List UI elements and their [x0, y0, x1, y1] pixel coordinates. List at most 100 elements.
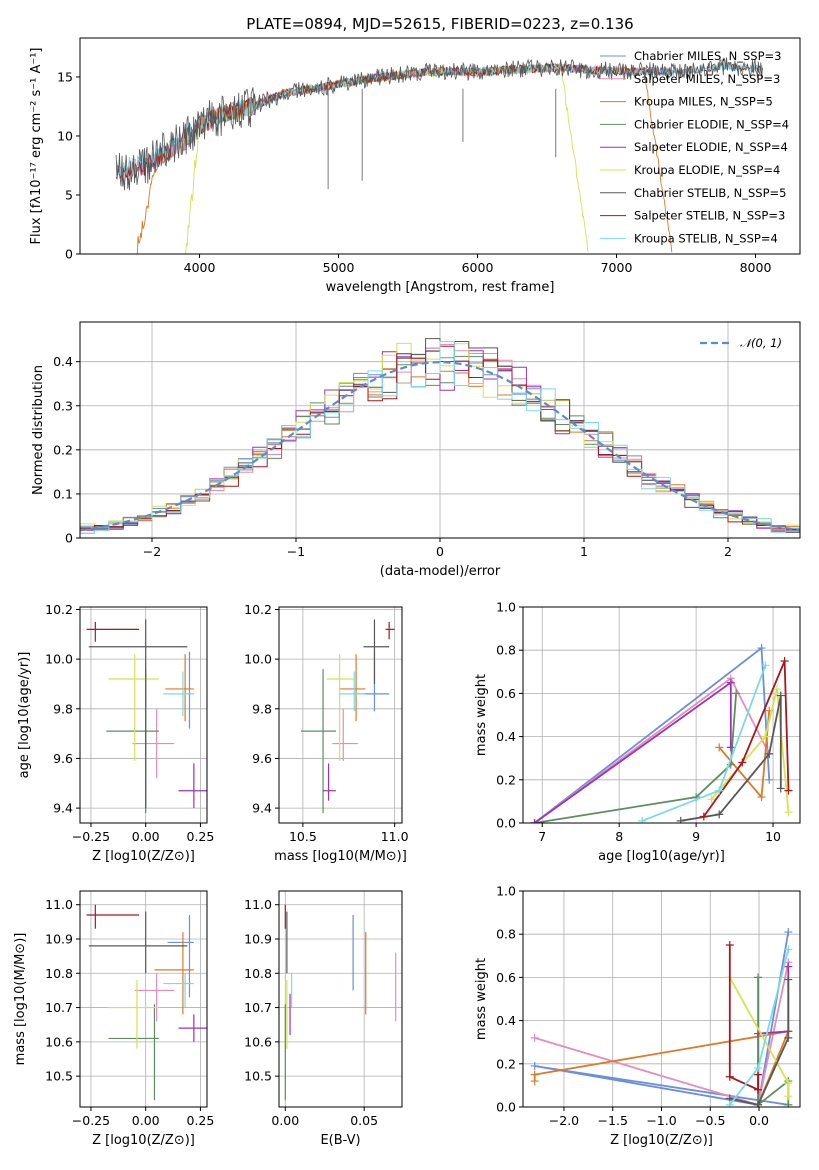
legend-label: Kroupa ELODIE, N_SSP=4	[634, 163, 780, 177]
mass-vs-reddening-panel: 0.00 0.05 10.5 10.6 10.7 10.8 10.9 11.0 E(B-V)	[244, 890, 403, 1148]
spectrum-series-2	[135, 63, 673, 254]
x-axis-label: Z [log10(Z/Z⊙)]	[92, 1133, 195, 1148]
weight-marker	[754, 1064, 763, 1073]
errorbar-point-2	[165, 654, 194, 722]
y-tick-label: 0.4	[53, 354, 73, 369]
y-tick-label: 10.7	[244, 1000, 272, 1015]
errorbar-point-3	[301, 669, 336, 814]
weight-marker	[772, 685, 781, 694]
weight-marker	[707, 795, 716, 804]
weight-series-4	[533, 680, 732, 823]
y-tick-label: 0.8	[496, 927, 516, 942]
data-layer	[284, 904, 397, 1101]
legend-label: Salpeter MILES, N_SSP=3	[634, 72, 780, 86]
y-tick-label: 1.0	[496, 884, 516, 899]
weight-marker	[725, 1072, 734, 1081]
y-tick-label: 9.6	[53, 751, 73, 766]
weight-marker	[784, 1079, 793, 1088]
y-tick-label: 10.8	[45, 966, 73, 981]
weight-marker	[765, 749, 774, 758]
weight-marker	[784, 928, 793, 937]
y-tick-label: 10.9	[244, 932, 272, 947]
y-tick-label: 1.0	[496, 600, 516, 615]
legend-label: Salpeter ELODIE, N_SSP=4	[634, 140, 788, 154]
y-tick-label: 0	[65, 531, 73, 546]
x-tick-label: −1.0	[646, 1113, 676, 1128]
weight-marker	[725, 1100, 734, 1107]
y-tick-label: 10.5	[244, 1069, 272, 1084]
errorbar-point-6	[88, 911, 188, 974]
weight-marker	[757, 793, 766, 802]
errorbar-point-1	[332, 708, 358, 761]
weight-marker	[715, 786, 724, 795]
errorbar-point-7	[86, 904, 140, 929]
x-tick-label: 0.00	[132, 1113, 160, 1128]
weight-marker	[530, 819, 539, 823]
x-tick-label: 7000	[601, 260, 633, 275]
x-tick-label: 10.5	[289, 829, 317, 844]
y-tick-label: 0.0	[496, 816, 516, 831]
x-axis-label: Z [log10(Z/Z⊙)]	[610, 1133, 713, 1148]
y-axis-label: age [log10(age/yr)]	[17, 652, 32, 779]
errorbar-point-1	[134, 973, 175, 1022]
errorbar-point-1	[132, 708, 175, 779]
errorbar-point-6	[88, 619, 188, 809]
y-axis-label: Normed distribution	[31, 365, 46, 495]
figure-title: PLATE=0894, MJD=52615, FIBERID=0223, z=0…	[246, 15, 633, 33]
x-tick-label: −0.5	[695, 1113, 725, 1128]
x-axis-label: wavelength [Angstrom, rest frame]	[326, 280, 555, 295]
weight-marker	[754, 1085, 763, 1094]
weight-marker	[676, 816, 685, 823]
weight-marker	[784, 1100, 793, 1107]
x-tick-label: −2.0	[549, 1113, 579, 1128]
weight-marker	[738, 758, 747, 767]
x-tick-label: 0.0	[749, 1113, 769, 1128]
weight-marker	[530, 1033, 539, 1042]
errorbar-point-0	[185, 651, 194, 729]
errorbar-point-8	[163, 973, 194, 1008]
x-tick-label: 0.25	[187, 829, 215, 844]
weight-marker	[776, 784, 785, 793]
legend-label: Kroupa STELIB, N_SSP=4	[634, 231, 778, 245]
y-tick-label: 11.0	[244, 897, 272, 912]
data-layer	[86, 904, 207, 1101]
residuals-panel: −2 −1 0 1 2 0 0.1 0.2 0.3 0.4 (data-model)/error No…	[31, 321, 801, 579]
x-tick-label: 0.05	[350, 1113, 378, 1128]
weight-marker	[761, 661, 770, 670]
normal-reference-curve	[80, 360, 800, 532]
errorbar-point-8	[163, 671, 194, 717]
y-tick-label: 10.6	[244, 1034, 272, 1049]
x-tick-label: 7	[538, 829, 546, 844]
weight-vs-age-panel: 7 8 9 10 0.0 0.2 0.4 0.6 0.8 1.0 age [log10(age/yr…	[474, 600, 801, 864]
plot-area	[80, 891, 207, 1107]
weight-marker	[784, 786, 793, 795]
errorbar-point-0	[354, 651, 390, 712]
y-tick-label: 10.9	[45, 932, 73, 947]
y-tick-label: 10.7	[45, 1000, 73, 1015]
y-tick-label: 0.3	[53, 398, 73, 413]
weight-marker	[757, 644, 766, 653]
weight-marker	[761, 732, 770, 741]
weight-series-0	[534, 931, 790, 1106]
weight-series-6	[729, 979, 790, 1106]
mass-vs-metallicity-panel: −0.25 0.00 0.25 10.5 10.6 10.7 10.8 10.9 11.0 Z […	[13, 890, 214, 1148]
y-tick-label: 9.4	[252, 801, 272, 816]
x-tick-label: 8	[615, 829, 623, 844]
weight-marker	[725, 941, 734, 949]
errorbar-point-3	[106, 669, 159, 814]
weight-marker	[784, 962, 793, 971]
y-tick-label: 0.4	[496, 1013, 516, 1028]
weight-series-3	[534, 693, 737, 823]
legend-label: Salpeter STELIB, N_SSP=3	[634, 209, 785, 223]
y-tick-label: 0.6	[496, 970, 516, 985]
legend-label: Chabrier STELIB, N_SSP=5	[634, 186, 786, 200]
plot-area	[279, 607, 402, 823]
axes-frame	[278, 890, 403, 1108]
data-layer	[530, 928, 793, 1107]
y-tick-label: 10	[57, 128, 73, 143]
errorbar-point-4	[178, 763, 207, 809]
errorbar-point-2	[339, 654, 366, 722]
y-tick-label: 11.0	[45, 897, 73, 912]
y-tick-label: 0	[65, 247, 73, 262]
